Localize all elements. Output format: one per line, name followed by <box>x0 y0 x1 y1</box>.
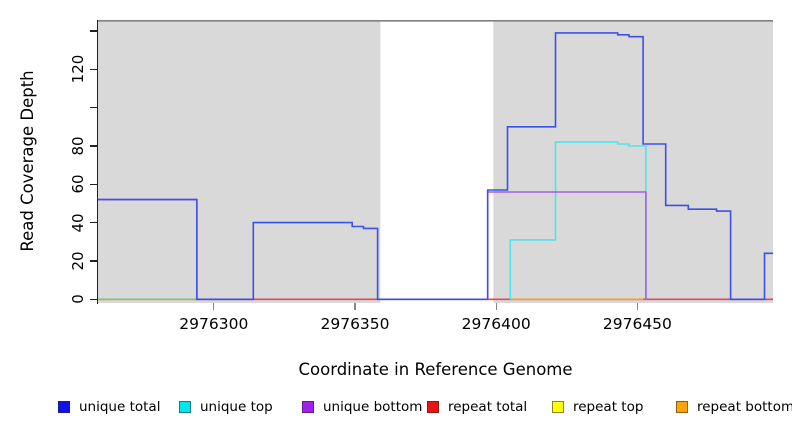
x-tick <box>495 303 497 310</box>
x-tick <box>636 303 639 310</box>
legend-item-unique-bottom: unique bottom <box>302 399 422 415</box>
unique-total-swatch-icon <box>58 401 70 413</box>
y-tick <box>90 298 98 300</box>
y-tick-label: 60 <box>69 174 87 194</box>
x-tick-label: 2976350 <box>320 315 390 333</box>
legend-item-unique-total: unique total <box>58 399 160 415</box>
x-tick-label: 2976450 <box>602 315 672 333</box>
y-tick-label: 40 <box>69 213 87 233</box>
y-tick <box>90 260 98 262</box>
repeat-total-swatch-icon <box>427 401 439 413</box>
y-tick-label: 0 <box>69 294 87 305</box>
x-tick <box>213 303 215 310</box>
legend-label-unique-total: unique total <box>79 399 161 415</box>
x-axis-title: Coordinate in Reference Genome <box>298 360 573 379</box>
legend-item-repeat-total: repeat total <box>427 399 527 415</box>
repeat-top-swatch-icon <box>552 401 564 413</box>
unique-bottom-swatch-icon <box>302 401 314 413</box>
x-tick-label: 2976300 <box>179 315 249 333</box>
y-tick <box>90 68 98 70</box>
legend-item-repeat-bottom: repeat bottom <box>676 399 792 415</box>
plot-area <box>98 20 773 303</box>
x-tick <box>354 303 356 310</box>
y-tick <box>90 183 98 185</box>
y-tick-label: 80 <box>69 136 87 156</box>
legend-label-unique-top: unique top <box>200 399 273 415</box>
y-tick <box>90 107 98 109</box>
y-tick-label: 120 <box>69 54 87 84</box>
legend-label-repeat-total: repeat total <box>448 399 528 415</box>
gap-region <box>380 21 494 303</box>
legend-label-repeat-top: repeat top <box>573 399 644 415</box>
unique-top-swatch-icon <box>179 401 191 413</box>
legend-label-repeat-bottom: repeat bottom <box>697 399 792 415</box>
series-unique-top <box>509 141 647 300</box>
y-axis-line <box>97 20 99 304</box>
repeat-bottom-swatch-icon <box>676 401 688 413</box>
y-tick <box>90 30 98 32</box>
legend: unique total unique top unique bottom repea… <box>0 399 792 421</box>
series-unique-total <box>98 32 773 301</box>
legend-item-unique-top: unique top <box>179 399 273 415</box>
legend-item-repeat-top: repeat top <box>552 399 643 415</box>
x-tick-label: 2976400 <box>461 315 531 333</box>
y-tick-label: 20 <box>69 251 87 271</box>
y-tick <box>90 222 98 224</box>
y-tick <box>90 145 98 147</box>
legend-label-unique-bottom: unique bottom <box>323 399 423 415</box>
y-axis-title: Read Coverage Depth <box>18 70 37 252</box>
